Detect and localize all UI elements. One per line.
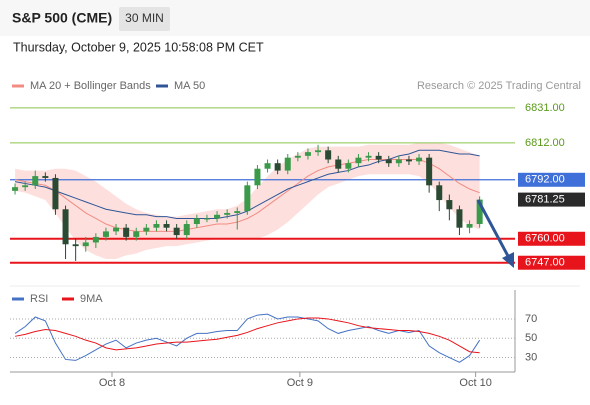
level-label: 6792.00 — [525, 174, 565, 186]
y-tick-label: 50 — [525, 332, 537, 344]
candle-body — [42, 176, 49, 178]
candle-body — [375, 155, 382, 160]
y-tick-label: 30 — [525, 351, 537, 363]
level-label: 6760.00 — [525, 233, 565, 245]
last-price-tag — [518, 192, 585, 207]
arrow-shaft — [476, 199, 510, 257]
level-tag — [518, 255, 585, 270]
x-tick-label: Oct 9 — [287, 377, 313, 389]
candle-body — [163, 224, 170, 228]
candle-body — [254, 168, 261, 186]
ma-line — [14, 159, 480, 232]
level-label: 6747.00 — [525, 257, 565, 269]
x-tick-label: Oct 8 — [99, 377, 125, 389]
candle-body — [143, 227, 150, 232]
candle-body — [436, 185, 443, 201]
title: S&P 500 (CME) — [12, 10, 112, 26]
candle-body — [173, 227, 180, 236]
candle-body — [224, 212, 231, 215]
arrow-head — [502, 252, 514, 268]
line-series — [14, 317, 480, 354]
candle-body — [274, 163, 281, 171]
candle-body — [203, 218, 210, 220]
candle-body — [325, 150, 332, 160]
candle-body — [183, 224, 190, 236]
candle-body — [416, 157, 423, 162]
candle-body — [355, 157, 362, 164]
header-bar — [0, 0, 590, 36]
candle-body — [304, 152, 311, 156]
level-tag — [518, 231, 585, 246]
candle-body — [426, 157, 433, 186]
last-price-label: 6781.25 — [525, 194, 565, 206]
candle-body — [22, 185, 29, 188]
line-series — [14, 313, 481, 363]
candle-body — [82, 242, 89, 247]
candle-body — [345, 163, 352, 169]
y-tick-label: 70 — [525, 313, 537, 325]
candle-body — [244, 185, 251, 212]
candle-body — [446, 200, 453, 210]
legend-label: MA 20 + Bollinger Bands — [30, 80, 151, 92]
candle-body — [385, 159, 392, 164]
candle-body — [365, 155, 372, 158]
credit: Research © 2025 Trading Central — [417, 80, 581, 92]
candle-body — [234, 211, 241, 213]
candle-body — [466, 224, 473, 228]
candle-body — [476, 199, 483, 225]
x-tick-label: Oct 10 — [459, 377, 491, 389]
candle-body — [32, 176, 39, 186]
candle-body — [52, 177, 59, 210]
candle-body — [214, 214, 221, 219]
legend-label: RSI — [30, 293, 48, 305]
projection-arrow — [476, 199, 514, 268]
legend-label: MA 50 — [174, 80, 205, 92]
legend-label: 9MA — [80, 293, 103, 305]
candle-body — [92, 236, 99, 243]
interval-button[interactable] — [119, 7, 170, 31]
candle-body — [102, 231, 109, 237]
candle-body — [405, 159, 412, 162]
candle-body — [123, 227, 130, 237]
candle-body — [395, 159, 402, 164]
candle-body — [335, 159, 342, 169]
candle-body — [62, 209, 69, 245]
level-label: 6831.00 — [525, 102, 565, 114]
candle-body — [113, 227, 120, 232]
level-tag — [518, 172, 585, 187]
level-label: 6812.00 — [525, 137, 565, 149]
candle-body — [284, 157, 291, 171]
candle-body — [456, 209, 463, 228]
interval-label[interactable]: 30 MIN — [125, 11, 164, 25]
candle-body — [264, 163, 271, 169]
candle-body — [72, 244, 79, 247]
timestamp: Thursday, October 9, 2025 10:58:08 PM CE… — [13, 40, 264, 54]
candle-body — [294, 155, 301, 158]
candle-body — [315, 150, 322, 153]
candle-body — [193, 218, 200, 225]
candle-body — [153, 224, 160, 228]
candle-body — [133, 231, 140, 237]
candle-body — [12, 187, 19, 191]
